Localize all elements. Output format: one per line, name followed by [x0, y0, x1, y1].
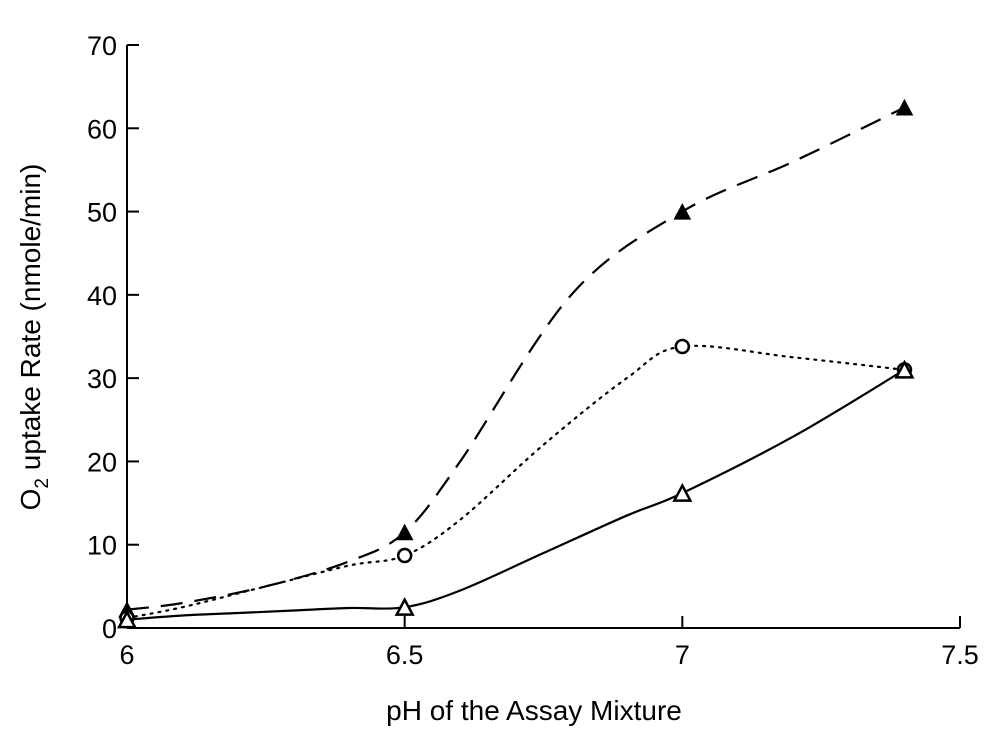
y-axis-title-rest: uptake Rate (nmole/min): [15, 164, 46, 478]
data-point-series-3: [672, 482, 693, 502]
data-point-series-3: [116, 609, 138, 629]
y-tick-label: 60: [87, 114, 117, 144]
x-tick-label: 7.5: [941, 640, 979, 670]
x-axis-title: pH of the Assay Mixture: [386, 695, 682, 726]
series-line-1: [126, 106, 905, 611]
y-tick-label: 0: [102, 614, 117, 644]
y-tick-label: 40: [87, 281, 117, 311]
x-tick-label: 6.5: [386, 640, 424, 670]
y-tick-label: 30: [87, 364, 117, 394]
data-point-series-2: [396, 547, 413, 564]
x-ticks: 6 6.5 7 7.5: [119, 616, 979, 670]
y-ticks: 0 10 20 30 40 50 60 70: [87, 31, 139, 644]
y-tick-label: 20: [87, 447, 117, 477]
x-tick-label: 7: [675, 640, 690, 670]
data-point-series-1: [895, 98, 914, 116]
x-tick-label: 6: [119, 640, 134, 670]
y-tick-label: 70: [87, 31, 117, 61]
series-group: [116, 98, 915, 629]
y-axis-title-main: O: [15, 489, 46, 511]
data-point-series-2: [674, 338, 691, 355]
data-point-series-3: [894, 359, 915, 379]
y-axis-title-subscript: 2: [32, 478, 53, 489]
y-tick-label: 10: [87, 531, 117, 561]
y-tick-label: 50: [87, 198, 117, 228]
data-point-series-1: [395, 523, 414, 541]
series-line-2: [125, 344, 906, 620]
series-line-3: [126, 368, 906, 621]
data-point-series-1: [673, 203, 692, 220]
y-axis-title: O2 uptake Rate (nmole/min): [15, 164, 53, 511]
data-point-series-3: [394, 597, 415, 616]
axes: [126, 45, 960, 629]
